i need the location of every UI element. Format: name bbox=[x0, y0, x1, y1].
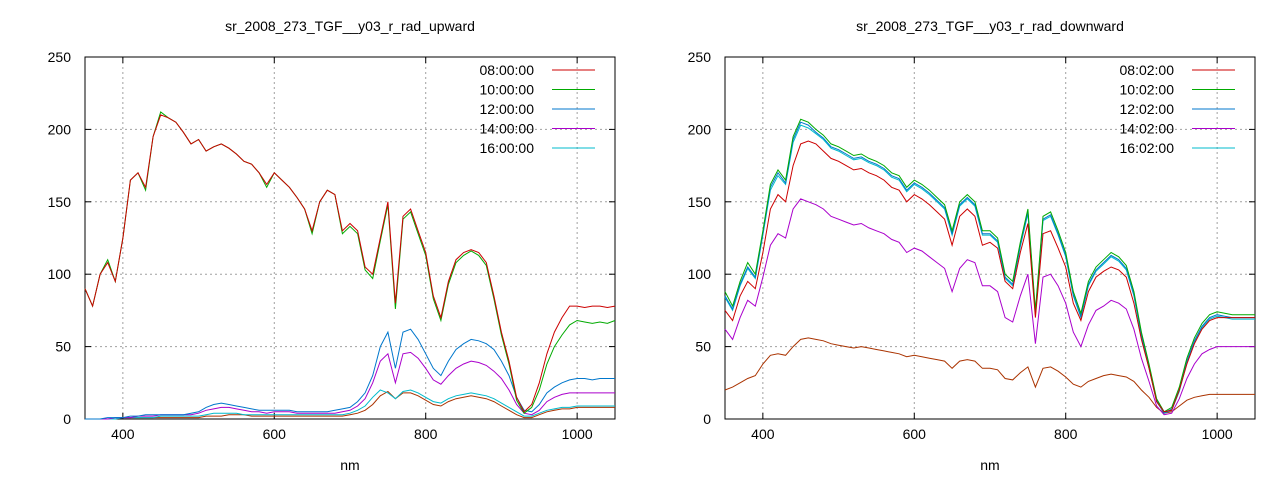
legend-label: 16:00:00 bbox=[480, 140, 535, 156]
chart-title: sr_2008_273_TGF__y03_r_rad_downward bbox=[856, 18, 1124, 34]
x-tick-label: 600 bbox=[263, 426, 287, 442]
y-tick-label: 200 bbox=[48, 121, 72, 137]
y-tick-label: 100 bbox=[688, 266, 712, 282]
series-line-1 bbox=[724, 140, 1255, 413]
legend-label: 12:02:00 bbox=[1120, 101, 1175, 117]
x-tick-label: 600 bbox=[903, 426, 927, 442]
series-line-4 bbox=[724, 198, 1255, 416]
y-tick-label: 150 bbox=[48, 194, 72, 210]
legend-label: 14:00:00 bbox=[480, 121, 535, 137]
x-axis-label: nm bbox=[340, 457, 359, 473]
chart-title: sr_2008_273_TGF__y03_r_rad_upward bbox=[225, 18, 475, 34]
legend-label: 08:02:00 bbox=[1120, 62, 1175, 78]
series-line-3 bbox=[85, 328, 615, 420]
y-tick-label: 200 bbox=[688, 121, 712, 137]
x-tick-label: 400 bbox=[751, 426, 775, 442]
y-tick-label: 50 bbox=[55, 339, 71, 355]
y-tick-label: 50 bbox=[695, 339, 711, 355]
y-tick-label: 250 bbox=[48, 49, 72, 65]
series-line-2 bbox=[84, 111, 616, 414]
x-axis-label: nm bbox=[980, 457, 999, 473]
legend-label: 10:00:00 bbox=[480, 82, 535, 98]
plot-frame bbox=[724, 56, 1256, 420]
legend-label: 14:02:00 bbox=[1120, 121, 1175, 137]
y-tick-label: 100 bbox=[48, 266, 72, 282]
legend-label: 10:02:00 bbox=[1120, 82, 1175, 98]
series-line-3 bbox=[724, 121, 1255, 414]
series-line-6 bbox=[85, 390, 615, 420]
y-tick-label: 0 bbox=[63, 411, 71, 427]
legend-label: 08:00:00 bbox=[480, 62, 535, 78]
x-tick-label: 1000 bbox=[562, 426, 593, 442]
series-line-2 bbox=[724, 118, 1255, 413]
legend-label: 12:00:00 bbox=[480, 101, 535, 117]
x-tick-label: 800 bbox=[414, 426, 438, 442]
chart-panel-1: sr_2008_273_TGF__y03_r_rad_upward 400 600 8… bbox=[48, 18, 616, 473]
plot-frame bbox=[84, 56, 616, 420]
x-tick-label: 400 bbox=[111, 426, 135, 442]
x-tick-label: 1000 bbox=[1202, 426, 1233, 442]
series-line-5 bbox=[724, 124, 1255, 414]
chart-panel-2: sr_2008_273_TGF__y03_r_rad_downward 400 60… bbox=[688, 18, 1256, 473]
series-line-4 bbox=[85, 351, 615, 420]
y-tick-label: 0 bbox=[703, 411, 711, 427]
x-tick-label: 800 bbox=[1054, 426, 1078, 442]
legend-label: 16:02:00 bbox=[1120, 140, 1175, 156]
y-tick-label: 150 bbox=[688, 194, 712, 210]
series-line-5 bbox=[85, 389, 615, 420]
y-tick-label: 250 bbox=[688, 49, 712, 65]
series-line-1 bbox=[84, 114, 616, 413]
